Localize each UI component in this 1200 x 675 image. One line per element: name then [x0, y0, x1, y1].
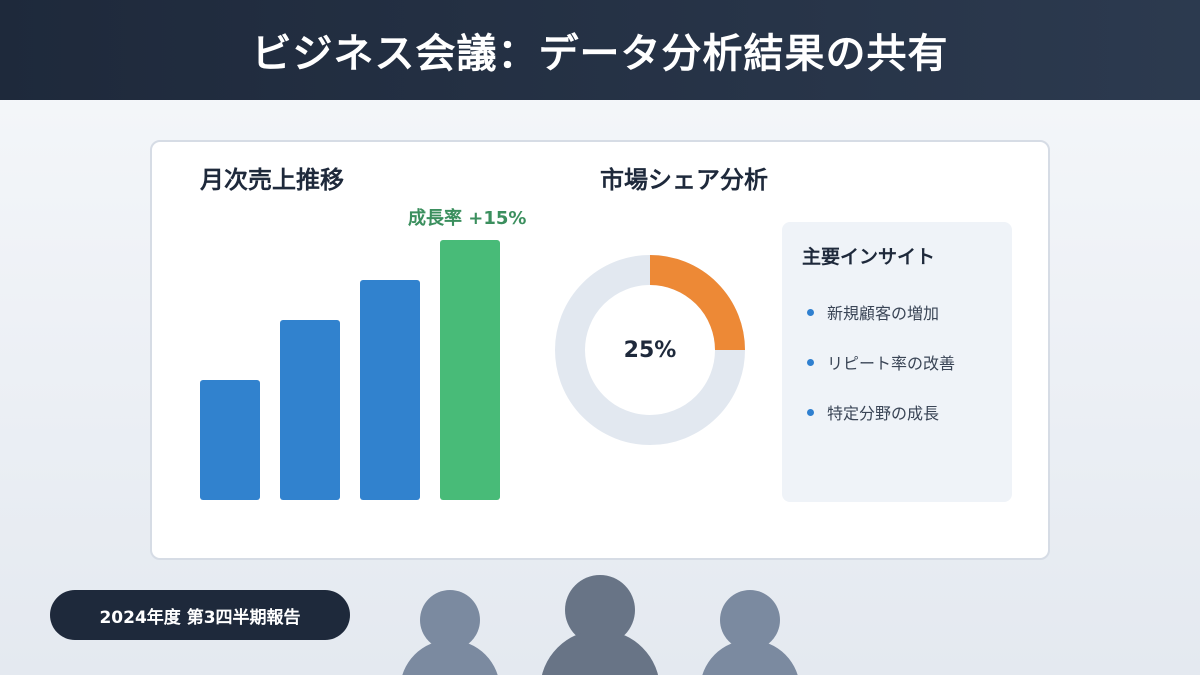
page-title: ビジネス会議：データ分析結果の共有 [251, 31, 949, 77]
insights-title: 主要インサイト [802, 246, 936, 268]
insight-text: 特定分野の成長 [827, 404, 940, 423]
insight-text: リピート率の改善 [827, 354, 956, 373]
presenter-person-icon [540, 575, 660, 675]
sales-bar [200, 380, 260, 500]
donut-slice-share [555, 255, 745, 445]
donut-center-label: 25% [623, 337, 677, 363]
person-body [700, 640, 800, 675]
insight-text: 新規顧客の増加 [827, 304, 940, 323]
donut-chart-svg [555, 255, 745, 445]
sales-bar [280, 320, 340, 500]
person-body [540, 630, 660, 675]
market-share-donut: 25% [555, 255, 745, 445]
insight-item: リピート率の改善 [807, 350, 955, 374]
sales-bar [440, 240, 500, 500]
growth-rate-label: 成長率 +15% [408, 208, 527, 229]
audience-person-icon [700, 590, 800, 675]
bullet-icon [807, 358, 814, 366]
insights-panel: 主要インサイト 新規顧客の増加 リピート率の改善 特定分野の成長 [782, 222, 1012, 502]
report-period-badge: 2024年度 第3四半期報告 [50, 590, 350, 640]
insight-item: 新規顧客の増加 [807, 300, 939, 324]
market-share-title: 市場シェア分析 [600, 166, 768, 194]
analysis-card: 月次売上推移 成長率 +15% 市場シェア分析 25% 主要インサイト 新規顧客… [150, 140, 1050, 560]
person-body [400, 640, 500, 675]
sales-chart-title: 月次売上推移 [200, 166, 344, 194]
audience-person-icon [400, 590, 500, 675]
sales-bar [360, 280, 420, 500]
bullet-icon [807, 308, 814, 316]
insight-item: 特定分野の成長 [807, 400, 939, 424]
bullet-icon [807, 408, 814, 416]
header-banner: ビジネス会議：データ分析結果の共有 [0, 0, 1200, 100]
